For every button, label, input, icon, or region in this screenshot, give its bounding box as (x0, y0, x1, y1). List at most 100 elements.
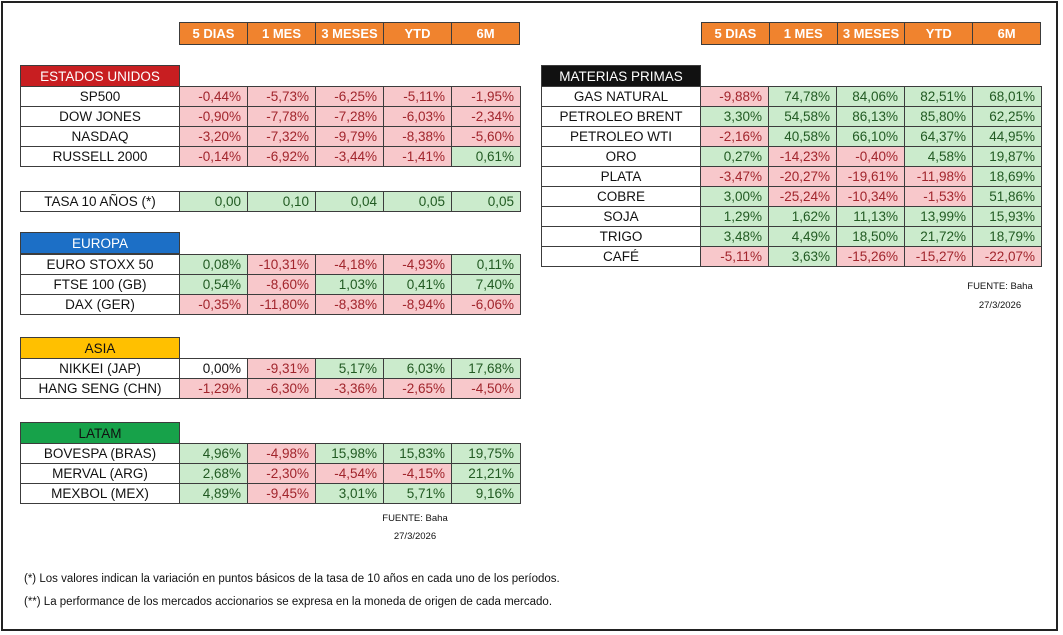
value-cell: 0,00% (179, 358, 248, 379)
table-row: TRIGO 3,48% 4,49% 18,50% 21,72% 18,79% (541, 226, 1042, 247)
value-cell: 44,95% (972, 126, 1042, 147)
value-cell: 17,68% (451, 358, 521, 379)
value-cell: -11,80% (247, 294, 316, 315)
value-cell: 18,50% (836, 226, 905, 247)
value-cell: -25,24% (768, 186, 837, 207)
col-header: 1 MES (247, 22, 316, 45)
value-cell: -20,27% (768, 166, 837, 187)
value-cell: 66,10% (836, 126, 905, 147)
value-cell: -2,65% (383, 378, 452, 399)
table-row: NASDAQ -3,20% -7,32% -9,79% -8,38% -5,60% (20, 126, 521, 147)
footnote-currency: (**) La performance de los mercados acci… (24, 596, 553, 608)
value-cell: 68,01% (972, 86, 1042, 107)
table-row: DOW JONES -0,90% -7,78% -7,28% -6,03% -2,34% (20, 106, 521, 127)
europe-table: EURO STOXX 50 0,08% -10,31% -4,18% -4,93% 0,1… (20, 254, 521, 315)
value-cell: -4,54% (315, 463, 384, 484)
col-header: 3 MESES (315, 22, 384, 45)
value-cell: 4,96% (179, 443, 248, 464)
value-cell: 13,99% (904, 206, 973, 227)
col-header: 3 MESES (836, 22, 906, 45)
value-cell: -2,34% (451, 106, 521, 127)
row-label: HANG SENG (CHN) (20, 378, 180, 399)
value-cell: 11,13% (836, 206, 905, 227)
left-column-header: 5 DIAS 1 MES 3 MESES YTD 6M (179, 22, 520, 45)
row-label: GAS NATURAL (541, 86, 701, 107)
table-row: CAFÉ -5,11% 3,63% -15,26% -15,27% -22,07% (541, 246, 1042, 267)
value-cell: 1,29% (700, 206, 769, 227)
value-cell: 86,13% (836, 106, 905, 127)
value-cell: 0,41% (383, 274, 452, 295)
table-row: PLATA -3,47% -20,27% -19,61% -11,98% 18,69% (541, 166, 1042, 187)
value-cell: -9,79% (315, 126, 384, 147)
value-cell: -8,38% (383, 126, 452, 147)
table-row: RUSSELL 2000 -0,14% -6,92% -3,44% -1,41% 0,61… (20, 146, 521, 167)
value-cell: -1,95% (451, 86, 521, 107)
value-cell: -9,31% (247, 358, 316, 379)
value-cell: 3,48% (700, 226, 769, 247)
row-label: EURO STOXX 50 (20, 254, 180, 275)
value-cell: -8,60% (247, 274, 316, 295)
value-cell: 2,68% (179, 463, 248, 484)
row-label: FTSE 100 (GB) (20, 274, 180, 295)
value-cell: -6,30% (247, 378, 316, 399)
row-label: CAFÉ (541, 246, 701, 267)
row-label: PETROLEO WTI (541, 126, 701, 147)
value-cell: -5,11% (700, 246, 769, 267)
value-cell: 54,58% (768, 106, 837, 127)
table-row: GAS NATURAL -9,88% 74,78% 84,06% 82,51% 68,01… (541, 86, 1042, 107)
right-column-header: 5 DIAS 1 MES 3 MESES YTD 6M (701, 22, 1041, 45)
value-cell: 0,05 (383, 191, 452, 212)
value-cell: 15,83% (383, 443, 452, 464)
value-cell: -19,61% (836, 166, 905, 187)
value-cell: -11,98% (904, 166, 973, 187)
value-cell: 19,75% (451, 443, 521, 464)
col-header: 6M (972, 22, 1041, 45)
value-cell: -4,50% (451, 378, 521, 399)
value-cell: -4,98% (247, 443, 316, 464)
section-title-asia: ASIA (20, 337, 180, 359)
value-cell: -6,92% (247, 146, 316, 167)
value-cell: 1,03% (315, 274, 384, 295)
value-cell: 5,17% (315, 358, 384, 379)
value-cell: -6,06% (451, 294, 521, 315)
value-cell: 9,16% (451, 483, 521, 504)
col-header: YTD (383, 22, 452, 45)
asia-table: NIKKEI (JAP) 0,00% -9,31% 5,17% 6,03% 17,68% H… (20, 358, 521, 399)
row-label: BOVESPA (BRAS) (20, 443, 180, 464)
footnote-rates: (*) Los valores indican la variación en … (24, 573, 560, 585)
commodities-table: GAS NATURAL -9,88% 74,78% 84,06% 82,51% 68,01… (541, 86, 1042, 267)
value-cell: -15,26% (836, 246, 905, 267)
table-row: MERVAL (ARG) 2,68% -2,30% -4,54% -4,15% 21,21… (20, 463, 521, 484)
value-cell: 21,21% (451, 463, 521, 484)
value-cell: -6,25% (315, 86, 384, 107)
value-cell: 0,08% (179, 254, 248, 275)
row-label: MERVAL (ARG) (20, 463, 180, 484)
value-cell: -3,36% (315, 378, 384, 399)
value-cell: 0,04 (315, 191, 384, 212)
value-cell: -4,15% (383, 463, 452, 484)
value-cell: -7,28% (315, 106, 384, 127)
value-cell: 0,54% (179, 274, 248, 295)
value-cell: -0,35% (179, 294, 248, 315)
value-cell: 4,49% (768, 226, 837, 247)
source-date-left: 27/3/2026 (393, 531, 437, 542)
value-cell: -22,07% (972, 246, 1042, 267)
table-row: COBRE 3,00% -25,24% -10,34% -1,53% 51,86% (541, 186, 1042, 207)
col-header: 5 DIAS (701, 22, 770, 45)
section-title-europe: EUROPA (20, 232, 180, 254)
col-header: YTD (904, 22, 974, 45)
value-cell: -5,60% (451, 126, 521, 147)
table-row: NIKKEI (JAP) 0,00% -9,31% 5,17% 6,03% 17,68% (20, 358, 521, 379)
table-row: FTSE 100 (GB) 0,54% -8,60% 1,03% 0,41% 7,40% (20, 274, 521, 295)
value-cell: 19,87% (972, 146, 1042, 167)
section-title-usa: ESTADOS UNIDOS (20, 65, 180, 87)
value-cell: 62,25% (972, 106, 1042, 127)
value-cell: 0,27% (700, 146, 769, 167)
value-cell: -1,53% (904, 186, 973, 207)
table-row: PETROLEO WTI -2,16% 40,58% 66,10% 64,37% 44,9… (541, 126, 1042, 147)
value-cell: -14,23% (768, 146, 837, 167)
value-cell: -3,44% (315, 146, 384, 167)
value-cell: -8,94% (383, 294, 452, 315)
source-label-left: FUENTE: Baha (382, 513, 448, 524)
row-label: SP500 (20, 86, 180, 107)
